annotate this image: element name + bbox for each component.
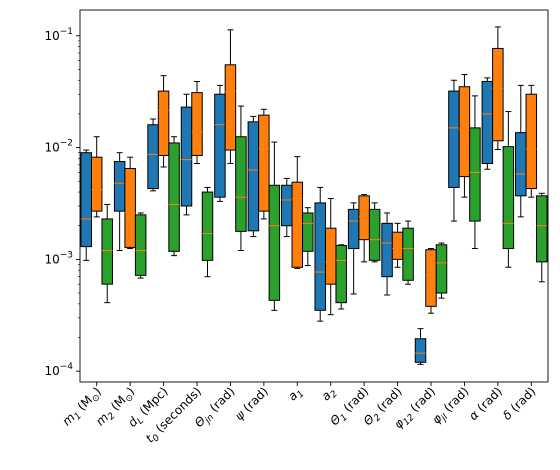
box-body bbox=[235, 136, 247, 232]
box-1-5 bbox=[258, 108, 270, 220]
box-2-2 bbox=[168, 136, 180, 257]
box-2-5 bbox=[268, 141, 281, 311]
box-1-4 bbox=[224, 29, 237, 165]
x-axis-ticks: m1 (M⊙)m2 (M⊙)dL (Mpc)t0 (seconds)Θjn (r… bbox=[60, 382, 538, 446]
box-body bbox=[536, 195, 548, 263]
box-0-8 bbox=[347, 202, 360, 295]
box-0-5 bbox=[247, 115, 260, 238]
box-0-6 bbox=[281, 177, 293, 238]
y-tick-label: 10−1 bbox=[44, 27, 73, 43]
box-body bbox=[469, 127, 481, 222]
box-body bbox=[291, 181, 304, 268]
x-tick-label: a2 bbox=[319, 384, 340, 405]
box-body bbox=[368, 208, 381, 261]
box-body bbox=[481, 80, 494, 165]
box-0-11 bbox=[448, 79, 460, 222]
box-0-12 bbox=[481, 77, 494, 170]
y-tick-label: 10−4 bbox=[44, 362, 73, 378]
box-2-12 bbox=[502, 111, 515, 268]
box-body bbox=[134, 214, 147, 276]
box-body bbox=[358, 195, 370, 241]
box-body bbox=[314, 202, 326, 311]
box-0-4 bbox=[214, 84, 226, 202]
box-body bbox=[191, 92, 203, 156]
box-2-0 bbox=[101, 203, 113, 304]
x-tick-label: δ (rad) bbox=[500, 384, 538, 422]
box-2-13 bbox=[536, 192, 548, 283]
box-1-0 bbox=[90, 136, 103, 218]
box-body bbox=[425, 249, 437, 307]
box-body bbox=[502, 146, 515, 250]
box-body bbox=[268, 184, 281, 301]
box-0-2 bbox=[147, 118, 159, 192]
box-body bbox=[402, 227, 414, 281]
box-1-6 bbox=[291, 156, 304, 269]
box-2-8 bbox=[368, 202, 381, 263]
x-tick-label: a1 bbox=[285, 384, 306, 405]
box-0-1 bbox=[113, 152, 126, 252]
box-2-6 bbox=[302, 207, 314, 267]
box-1-13 bbox=[525, 84, 538, 198]
box-0-7 bbox=[314, 186, 326, 322]
box-body bbox=[335, 245, 347, 304]
box-body bbox=[281, 184, 293, 227]
box-body bbox=[247, 121, 260, 232]
box-body bbox=[80, 152, 92, 248]
box-body bbox=[492, 47, 504, 142]
y-tick-label: 10−2 bbox=[44, 139, 73, 155]
box-0-3 bbox=[180, 93, 193, 216]
box-body bbox=[224, 64, 237, 151]
plot-frame bbox=[79, 9, 549, 383]
box-body bbox=[101, 218, 113, 285]
box-body bbox=[391, 231, 404, 260]
box-1-2 bbox=[157, 75, 170, 168]
x-tick-label: ψ (rad) bbox=[232, 384, 271, 423]
box-body bbox=[147, 124, 159, 190]
box-body bbox=[458, 86, 471, 178]
box-body bbox=[302, 212, 314, 252]
x-tick-label: φjl (rad) bbox=[429, 384, 474, 429]
box-0-9 bbox=[381, 212, 393, 296]
box-2-11 bbox=[469, 95, 481, 250]
box-body bbox=[124, 167, 136, 248]
box-1-7 bbox=[324, 198, 337, 316]
box-body bbox=[157, 90, 170, 156]
box-2-7 bbox=[335, 244, 347, 310]
box-1-9 bbox=[391, 222, 404, 268]
box-0-10 bbox=[414, 328, 427, 365]
box-body bbox=[90, 156, 103, 212]
box-1-3 bbox=[191, 80, 203, 165]
box-body bbox=[168, 142, 180, 252]
box-1-11 bbox=[458, 74, 471, 198]
box-body bbox=[414, 338, 427, 363]
box-0-0 bbox=[80, 149, 92, 261]
box-body bbox=[324, 227, 337, 285]
box-1-10 bbox=[425, 248, 437, 314]
box-body bbox=[435, 244, 448, 294]
box-2-1 bbox=[134, 212, 147, 279]
box-body bbox=[201, 191, 214, 261]
box-body bbox=[525, 93, 538, 190]
y-tick-label: 10−3 bbox=[44, 250, 73, 266]
box-1-12 bbox=[492, 26, 504, 151]
box-1-1 bbox=[124, 156, 136, 250]
box-2-3 bbox=[201, 186, 214, 278]
box-2-9 bbox=[402, 220, 414, 285]
x-tick-label: α (rad) bbox=[466, 384, 505, 423]
box-0-13 bbox=[515, 84, 527, 218]
box-body bbox=[448, 90, 460, 188]
box-2-4 bbox=[235, 105, 247, 252]
box-1-8 bbox=[358, 194, 370, 263]
box-body bbox=[515, 132, 527, 197]
box-body bbox=[381, 222, 393, 278]
box-2-10 bbox=[435, 242, 448, 299]
box-body bbox=[258, 114, 270, 212]
y-axis-ticks: 10−1 10−2 10−3 10−4 bbox=[44, 27, 80, 378]
box-body bbox=[180, 106, 193, 207]
box-body bbox=[347, 208, 360, 250]
box-body bbox=[214, 93, 226, 198]
boxes-layer bbox=[80, 26, 548, 365]
box-body bbox=[113, 161, 126, 212]
